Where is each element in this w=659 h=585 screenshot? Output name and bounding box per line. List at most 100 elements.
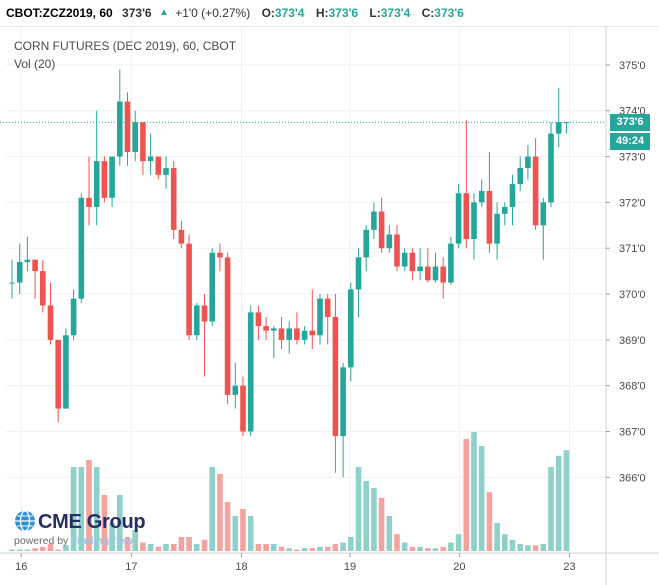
volume-bar <box>286 548 292 551</box>
x-tick-label: 18 <box>235 561 247 573</box>
candle-body <box>463 193 470 240</box>
volume-bar <box>55 549 61 551</box>
candle-body <box>448 243 454 283</box>
y-tick-label: 369'0 <box>619 335 646 347</box>
x-tick-label: 17 <box>125 561 137 573</box>
x-tick-label: 16 <box>15 561 27 573</box>
volume-bar <box>348 537 354 551</box>
candle-body <box>40 271 46 306</box>
volume-bar <box>332 544 339 551</box>
candle-body <box>386 234 393 249</box>
volume-bar <box>132 530 138 551</box>
candle-body <box>486 190 493 244</box>
candle-body <box>170 168 177 230</box>
price-change: +1'0 (+0.27%) <box>175 6 251 20</box>
volume-bar <box>517 544 523 551</box>
candle-body <box>371 211 377 230</box>
bar-countdown-badge: 49:24 <box>610 132 650 150</box>
candle-body <box>394 234 400 267</box>
volume-bar <box>217 474 223 551</box>
powered-by[interactable]: powered by TradingView <box>14 535 133 547</box>
candle-body <box>132 122 138 152</box>
open-value: 373'4 <box>274 6 305 20</box>
volume-bars <box>9 432 570 551</box>
symbol-header: CBOT:ZCZ2019, 60 373'6 ▲ +1'0 (+0.27%) O… <box>0 0 659 27</box>
candle-body <box>555 122 562 134</box>
y-tick-label: 373'0 <box>619 152 646 164</box>
chart-title: CORN FUTURES (DEC 2019), 60, CBOT <box>14 39 237 53</box>
candle-body <box>78 197 85 299</box>
symbol-label: CBOT:ZCZ2019, 60 <box>6 6 113 20</box>
candle-body <box>440 266 446 283</box>
volume-bar <box>478 446 485 551</box>
candle-body <box>9 282 15 284</box>
y-tick-label: 366'0 <box>619 472 646 484</box>
candle-body <box>340 367 346 437</box>
brand-name: CME Group <box>38 511 146 533</box>
candle-body <box>232 385 239 395</box>
volume-indicator-label: Vol (20) <box>14 57 56 71</box>
candle-body <box>409 252 416 272</box>
x-tick-label: 19 <box>344 561 356 573</box>
volume-bar <box>255 544 262 551</box>
volume-bar <box>394 534 400 551</box>
candle-body <box>217 252 223 258</box>
volume-bar <box>309 548 316 551</box>
triangle-up-icon: ▲ <box>158 7 169 18</box>
volume-bar <box>440 546 446 551</box>
candle-body <box>278 328 285 340</box>
candle-body <box>255 312 262 327</box>
candle-body <box>47 305 54 340</box>
tradingview-link[interactable]: TradingView <box>71 535 133 547</box>
volume-bar <box>494 523 500 551</box>
y-tick-label: 368'0 <box>619 381 646 393</box>
candle-body <box>271 328 277 331</box>
volume-bar <box>363 481 369 551</box>
volume-bar <box>540 544 547 551</box>
candle-body <box>224 257 231 395</box>
volume-bar <box>117 495 123 551</box>
candle-body <box>63 335 69 409</box>
y-tick-label: 367'0 <box>619 427 646 439</box>
candlestick-chart[interactable]: 375'0374'0373'0372'0371'0370'0369'0368'0… <box>0 26 659 585</box>
candle-body <box>378 211 385 249</box>
candle-body <box>401 252 408 267</box>
volume-bar <box>486 492 493 551</box>
candle-body <box>140 122 146 162</box>
volume-bar <box>463 439 470 551</box>
y-tick-label: 371'0 <box>619 243 646 255</box>
candle-body <box>332 316 339 437</box>
volume-bar <box>502 534 508 551</box>
candle-body <box>355 257 362 290</box>
volume-bar <box>63 545 69 551</box>
open-key: O: <box>261 6 275 20</box>
axes: 375'0374'0373'0372'0371'0370'0369'0368'0… <box>0 26 659 585</box>
volume-bar <box>294 549 300 551</box>
candle-body <box>194 305 200 336</box>
candle-body <box>117 101 123 157</box>
candle-body <box>432 266 439 281</box>
candle-body <box>24 259 31 262</box>
volume-bar <box>525 545 531 551</box>
candle-body <box>548 133 554 203</box>
candles <box>9 69 570 478</box>
candle-body <box>93 161 100 207</box>
volume-bar <box>155 546 162 551</box>
x-tick-label: 20 <box>453 561 465 573</box>
candle-body <box>109 156 115 198</box>
volume-bar <box>209 467 215 551</box>
candle-body <box>494 213 500 244</box>
candle-body <box>124 101 131 152</box>
volume-bar <box>40 546 46 551</box>
volume-bar <box>224 502 231 551</box>
volume-bar <box>278 546 285 551</box>
volume-bar <box>124 537 131 551</box>
candle-body <box>70 298 77 336</box>
candle-body <box>101 161 108 198</box>
candle-body <box>86 197 92 207</box>
candle-body <box>317 298 323 336</box>
volume-bar <box>16 549 23 551</box>
volume-bar <box>532 545 539 551</box>
volume-bar <box>78 467 85 551</box>
candle-body <box>247 312 254 432</box>
